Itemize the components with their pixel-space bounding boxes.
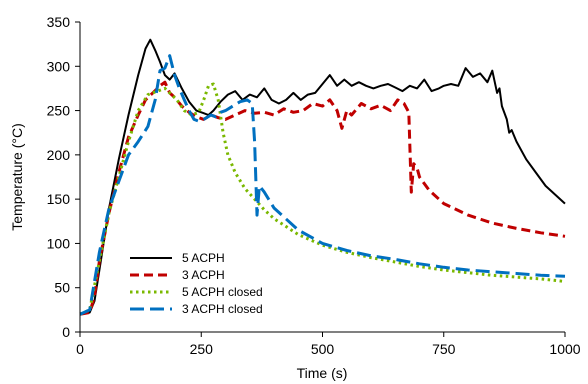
y-ticks: 0 50 100 150 200 250 300 350	[47, 14, 80, 340]
legend: 5 ACPH 3 ACPH 5 ACPH closed 3 ACPH closed	[130, 251, 263, 316]
y-axis-title: Temperature (°C)	[9, 123, 25, 231]
y-tick-label: 50	[54, 280, 70, 296]
y-tick-label: 150	[47, 191, 71, 207]
x-tick-label: 500	[311, 341, 335, 357]
x-tick-label: 750	[432, 341, 456, 357]
y-tick-label: 0	[62, 324, 70, 340]
x-ticks: 0 250 500 750 1000	[76, 332, 581, 357]
series-line-1	[79, 80, 566, 316]
y-tick-label: 300	[47, 58, 71, 74]
y-tick-label: 350	[47, 14, 71, 30]
plot-area	[79, 38, 566, 316]
y-tick-label: 250	[47, 103, 71, 119]
x-tick-label: 1000	[549, 341, 580, 357]
y-tick-label: 200	[47, 147, 71, 163]
legend-label-2: 5 ACPH closed	[182, 285, 263, 299]
series-line-2	[79, 82, 566, 316]
legend-label-3: 3 ACPH closed	[182, 302, 263, 316]
x-tick-label: 0	[76, 341, 84, 357]
series-line-3	[79, 54, 566, 316]
legend-label-1: 3 ACPH	[182, 268, 225, 282]
x-axis-title: Time (s)	[297, 365, 348, 381]
x-tick-label: 250	[190, 341, 214, 357]
legend-label-0: 5 ACPH	[182, 251, 225, 265]
y-tick-label: 100	[47, 235, 71, 251]
series-line-0	[79, 38, 566, 316]
